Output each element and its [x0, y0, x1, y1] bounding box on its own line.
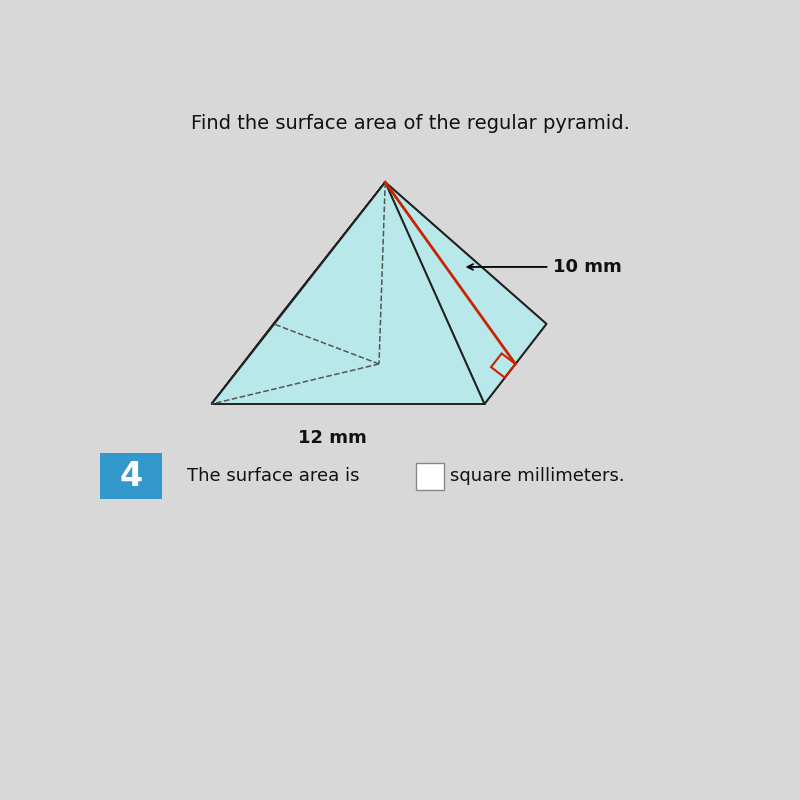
- Polygon shape: [211, 182, 386, 404]
- FancyBboxPatch shape: [100, 454, 162, 499]
- Text: 4: 4: [119, 460, 142, 493]
- Text: square millimeters.: square millimeters.: [450, 467, 625, 486]
- Polygon shape: [274, 182, 546, 324]
- Text: 10 mm: 10 mm: [553, 258, 622, 276]
- Text: 12 mm: 12 mm: [298, 429, 367, 446]
- Text: The surface area is: The surface area is: [187, 467, 359, 486]
- Polygon shape: [386, 182, 546, 404]
- Text: Find the surface area of the regular pyramid.: Find the surface area of the regular pyr…: [190, 114, 630, 134]
- Polygon shape: [211, 324, 546, 404]
- FancyBboxPatch shape: [416, 463, 444, 490]
- Polygon shape: [211, 182, 485, 404]
